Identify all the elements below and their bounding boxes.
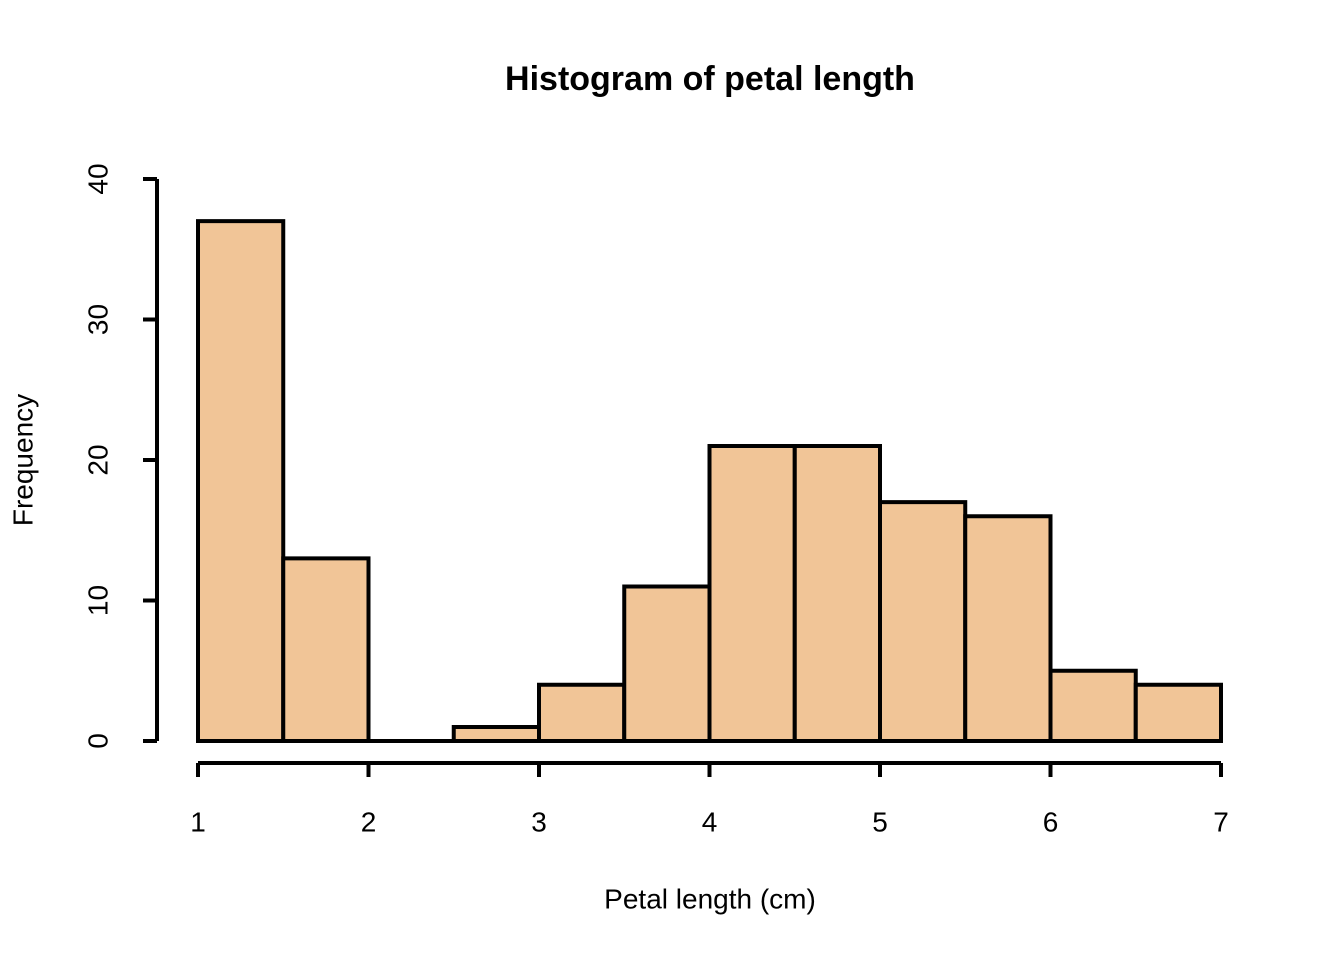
x-tick-label: 4 <box>702 806 718 837</box>
y-tick-label: 0 <box>82 733 113 749</box>
bar <box>792 443 882 743</box>
x-tick-label: 5 <box>872 806 888 837</box>
x-tick-label: 2 <box>361 806 377 837</box>
y-tick-label: 10 <box>82 585 113 616</box>
bar <box>1133 682 1223 743</box>
x-tick-label: 1 <box>190 806 206 837</box>
bar <box>963 514 1053 743</box>
bar <box>451 724 541 743</box>
bar <box>622 584 712 743</box>
x-tick-label: 6 <box>1043 806 1059 837</box>
y-tick-label: 40 <box>82 163 113 194</box>
y-tick-label: 20 <box>82 444 113 475</box>
bar <box>196 219 286 743</box>
y-tick-label: 30 <box>82 304 113 335</box>
bar <box>281 556 371 743</box>
x-tick-label: 7 <box>1213 806 1229 837</box>
bar <box>707 443 797 743</box>
bar <box>537 682 627 743</box>
bar <box>878 500 968 743</box>
x-axis-label: Petal length (cm) <box>604 883 816 914</box>
bar <box>1048 668 1138 743</box>
chart-title: Histogram of petal length <box>505 60 915 98</box>
x-tick-label: 3 <box>531 806 547 837</box>
y-axis-label: Frequency <box>7 394 38 526</box>
